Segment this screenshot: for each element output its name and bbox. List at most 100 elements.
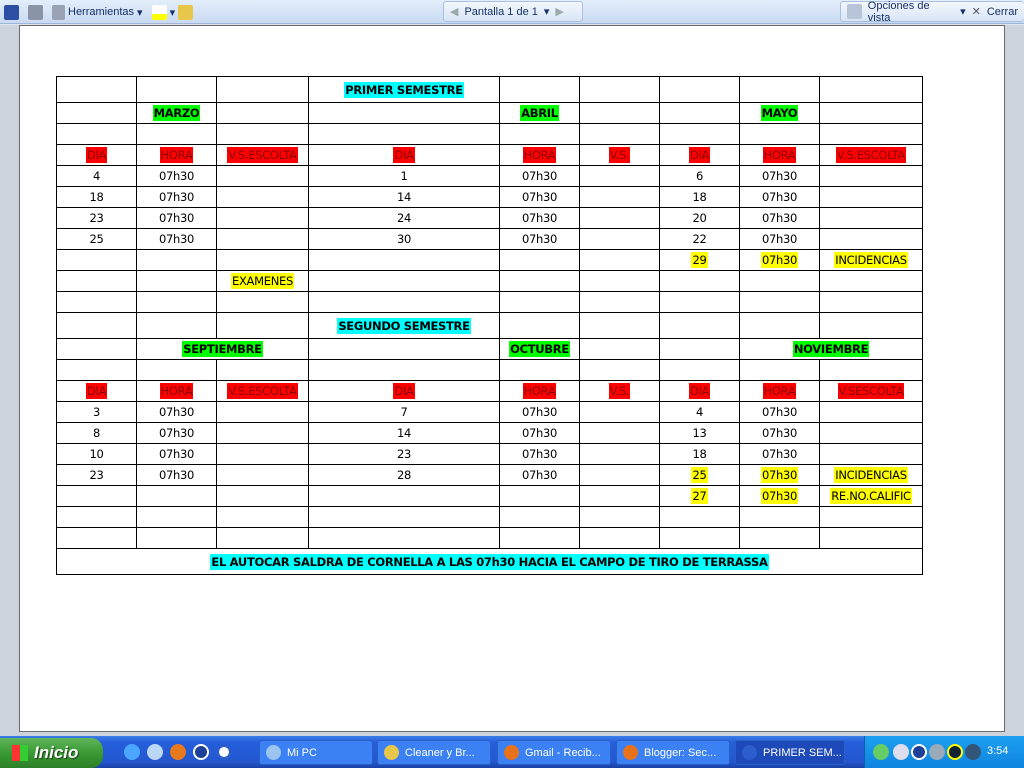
table-cell — [56, 249, 137, 271]
table-cell — [216, 228, 309, 250]
taskbar-button[interactable]: PRIMER SEM... — [735, 740, 845, 765]
table-cell — [56, 76, 137, 103]
table-cell: 07h30 — [739, 422, 820, 444]
clock[interactable]: 3:54 — [987, 745, 1009, 757]
prev-page-icon[interactable]: ◀ — [450, 6, 459, 18]
taskbar-button[interactable]: Gmail - Recib... — [497, 740, 611, 765]
table-cell — [819, 527, 923, 549]
table-cell — [499, 291, 580, 313]
table-cell — [136, 291, 217, 313]
table-cell — [819, 123, 923, 145]
download-icon[interactable] — [193, 744, 209, 760]
app-icon — [266, 745, 281, 760]
table-cell: 4 — [56, 165, 137, 187]
tools-icon[interactable] — [52, 4, 65, 20]
table-cell — [216, 207, 309, 229]
table-cell — [499, 359, 580, 381]
chevron-down-icon[interactable]: ▾ — [960, 6, 966, 18]
table-cell — [499, 485, 580, 507]
table-cell — [579, 312, 660, 339]
page-navigator: ◀ Pantalla 1 de 1 ▾ ▶ — [443, 1, 583, 22]
table-cell: 4 — [659, 401, 740, 423]
wireless-icon[interactable] — [947, 744, 963, 760]
table-cell — [579, 506, 660, 528]
highlight-icon[interactable] — [151, 4, 167, 20]
table-cell: V.S.ESCOLTA — [819, 144, 923, 166]
cell-text: ABRIL — [520, 105, 559, 121]
table-cell: DIA — [659, 144, 740, 166]
table-cell — [659, 270, 740, 292]
page-indicator[interactable]: Pantalla 1 de 1 — [464, 5, 538, 18]
table-row: 27 07h30 RE.NO.CALIFIC — [56, 485, 923, 507]
cell-text: 1 — [400, 169, 408, 183]
cell-text: NOVIEMBRE — [792, 341, 870, 357]
table-cell: 22 — [659, 228, 740, 250]
chevron-down-icon[interactable]: ▾ — [137, 6, 143, 19]
table-cell — [819, 312, 923, 339]
comment-icon[interactable] — [178, 4, 194, 20]
save-icon[interactable] — [4, 4, 19, 20]
table-cell: 28 — [308, 464, 500, 486]
view-options-button[interactable]: Opciones de vista — [867, 0, 930, 24]
table-cell — [136, 506, 217, 528]
download-icon[interactable] — [911, 744, 927, 760]
next-page-icon[interactable]: ▶ — [555, 6, 564, 18]
taskbar-button-label: Cleaner y Br... — [405, 746, 475, 759]
cell-text: DIA — [85, 147, 108, 163]
cell-text: 18 — [89, 190, 104, 204]
document-viewer: PRIMER SEMESTRE MARZO ABRIL MAYO DIA HORA V.S.… — [0, 25, 1024, 736]
taskbar: Inicio Mi PC Cleaner y Br... Gmail - Recib… — [0, 736, 1024, 768]
table-cell — [136, 249, 217, 271]
start-button[interactable]: Inicio — [0, 738, 103, 768]
table-row: 23 07h30 28 07h30 25 07h30 INCIDENCIAS — [56, 464, 923, 486]
taskbar-button[interactable]: Cleaner y Br... — [377, 740, 491, 765]
close-icon[interactable]: ✕ — [971, 6, 981, 18]
taskbar-button[interactable]: Mi PC — [259, 740, 373, 765]
print-icon[interactable] — [28, 4, 43, 20]
taskbar-button-label: Mi PC — [287, 746, 317, 759]
table-cell — [579, 464, 660, 486]
view-options-icon[interactable] — [847, 4, 862, 19]
table-cell: SEGUNDO SEMESTRE — [308, 312, 500, 339]
table-cell: DIA — [308, 144, 500, 166]
table-cell — [216, 76, 309, 103]
cell-text: 6 — [695, 169, 704, 183]
table-cell: 14 — [308, 422, 500, 444]
firefox-icon[interactable] — [170, 744, 186, 760]
table-cell: HORA — [739, 380, 820, 402]
ie-icon[interactable] — [124, 744, 140, 760]
table-cell — [579, 422, 660, 444]
network-icon[interactable] — [873, 744, 889, 760]
table-cell — [819, 443, 923, 465]
table-row: 3 07h30 7 07h30 4 07h30 — [56, 401, 923, 423]
table-cell: 07h30 — [499, 464, 580, 486]
table-cell — [579, 338, 660, 360]
table-cell — [308, 249, 500, 271]
cell-text: 30 — [396, 232, 412, 246]
antivirus-icon[interactable] — [965, 744, 981, 760]
taskbar-button[interactable]: Blogger: Sec... — [616, 740, 730, 765]
media-player-icon[interactable] — [216, 744, 232, 760]
cell-text: INCIDENCIAS — [834, 467, 908, 483]
table-cell — [216, 401, 309, 423]
cell-text: HORA — [159, 147, 194, 163]
cell-text: 29 — [691, 252, 708, 268]
table-cell — [216, 312, 309, 339]
cell-text: 07h30 — [521, 169, 558, 183]
tools-menu[interactable]: Herramientas — [68, 6, 135, 18]
close-button[interactable]: Cerrar — [986, 5, 1018, 18]
table-cell — [659, 527, 740, 549]
star-icon[interactable] — [893, 744, 909, 760]
cell-text: 23 — [396, 447, 412, 461]
table-cell: 07h30 — [499, 186, 580, 208]
audio-icon[interactable] — [929, 744, 945, 760]
chevron-down-icon[interactable]: ▾ — [169, 6, 176, 19]
table-row: 23 07h30 24 07h30 20 07h30 — [56, 207, 923, 229]
table-cell — [819, 506, 923, 528]
table-cell: 23 — [56, 207, 137, 229]
explorer-icon[interactable] — [147, 744, 163, 760]
chevron-down-icon[interactable]: ▾ — [543, 6, 550, 18]
table-row: EL AUTOCAR SALDRA DE CORNELLA A LAS 07h3… — [56, 548, 923, 575]
cell-text: 20 — [692, 211, 707, 225]
table-cell — [739, 506, 820, 528]
